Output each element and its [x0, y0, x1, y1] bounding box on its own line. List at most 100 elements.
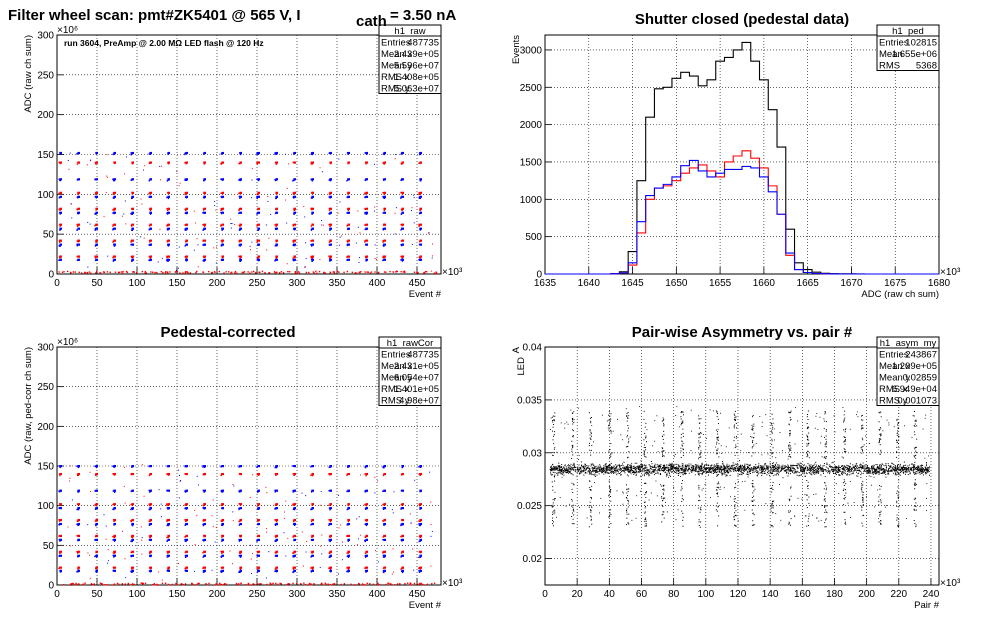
data-point: [68, 168, 70, 170]
data-point: [645, 472, 647, 474]
data-point: [793, 468, 795, 470]
data-point: [76, 208, 78, 210]
data-point: [59, 538, 62, 541]
data-point: [812, 466, 814, 468]
data-point: [721, 474, 723, 476]
data-point: [131, 243, 134, 246]
data-point: [703, 467, 705, 469]
data-point: [193, 210, 195, 212]
data-point: [181, 583, 183, 585]
data-point: [418, 192, 420, 194]
x-tick-label: 50: [91, 589, 103, 600]
data-point: [902, 467, 904, 469]
data-point: [184, 153, 186, 156]
data-point: [275, 534, 278, 538]
data-point: [820, 474, 822, 476]
data-point: [824, 469, 826, 471]
data-point: [684, 465, 686, 467]
data-point: [232, 511, 234, 513]
data-point: [311, 552, 313, 554]
data-point: [148, 465, 150, 468]
data-point: [701, 474, 703, 476]
data-point: [779, 467, 781, 469]
data-point: [347, 161, 350, 164]
data-point: [401, 489, 404, 492]
data-point: [401, 569, 404, 572]
data-point: [316, 272, 318, 274]
data-point: [251, 271, 253, 273]
data-point: [364, 567, 366, 569]
data-point: [156, 271, 158, 274]
data-point: [310, 556, 312, 558]
data-point: [839, 474, 841, 476]
data-point: [577, 469, 579, 471]
data-point: [778, 474, 780, 476]
data-point: [328, 519, 330, 521]
data-point: [203, 569, 206, 572]
data-point: [808, 471, 810, 473]
data-point: [338, 271, 340, 273]
data-point: [232, 563, 234, 565]
data-point: [113, 227, 116, 230]
data-point: [275, 540, 277, 543]
data-point: [346, 570, 348, 573]
data-point: [418, 570, 420, 572]
data-point: [178, 474, 180, 476]
data-point: [800, 466, 802, 468]
data-point: [203, 472, 206, 476]
data-point: [654, 465, 656, 467]
data-point: [77, 195, 80, 198]
data-point: [657, 469, 659, 471]
data-point: [707, 474, 709, 476]
data-point: [551, 467, 553, 469]
data-point: [94, 490, 96, 492]
data-point: [908, 471, 910, 473]
data-point: [868, 470, 870, 472]
data-point: [269, 582, 271, 584]
data-point: [778, 467, 780, 469]
data-point: [311, 518, 314, 522]
data-point: [311, 489, 314, 492]
data-point: [798, 464, 800, 466]
data-point: [619, 466, 621, 468]
data-point: [718, 465, 720, 467]
data-point: [166, 255, 168, 258]
data-point: [699, 469, 701, 471]
data-point: [913, 472, 915, 474]
data-point: [818, 464, 820, 466]
data-point: [578, 472, 580, 474]
data-point: [808, 464, 810, 466]
data-point: [112, 257, 114, 259]
data-point: [413, 569, 415, 571]
data-point: [695, 468, 697, 470]
data-point: [347, 191, 350, 194]
data-point: [762, 470, 764, 472]
data-point: [257, 151, 260, 155]
data-point: [646, 471, 648, 473]
data-point: [184, 569, 186, 572]
data-point: [664, 464, 666, 466]
data-point: [131, 229, 133, 231]
y-tick-label: 0: [536, 270, 542, 281]
data-point: [765, 465, 767, 467]
data-point: [594, 474, 596, 476]
data-point: [737, 474, 739, 476]
data-point: [666, 474, 668, 476]
data-point: [94, 255, 96, 257]
y-tick-label: 200: [37, 110, 54, 121]
data-point: [691, 471, 693, 473]
data-point: [257, 207, 260, 210]
data-point: [257, 243, 260, 246]
data-point: [707, 470, 709, 472]
data-point: [148, 520, 150, 523]
data-point: [921, 471, 923, 473]
data-point: [769, 462, 771, 464]
data-point: [213, 271, 216, 273]
data-point: [239, 569, 242, 572]
data-point: [365, 163, 367, 165]
data-point: [642, 470, 644, 472]
data-point: [59, 550, 62, 553]
data-point: [798, 475, 800, 477]
y-tick-label: 500: [525, 232, 542, 243]
data-point: [130, 503, 132, 506]
